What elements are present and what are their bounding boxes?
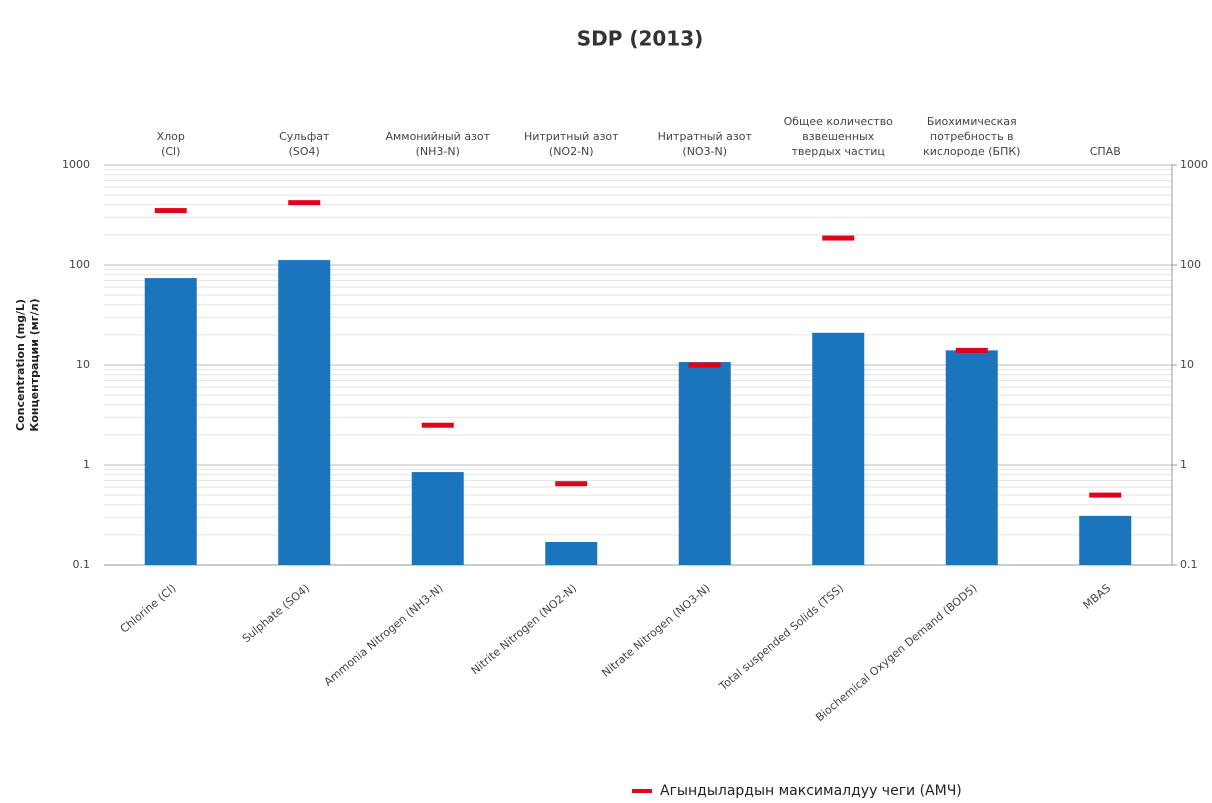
limit-marker — [1089, 492, 1122, 498]
x-tick-label: Ammonia Nitrogen (NH3-N) — [322, 582, 446, 689]
top-label: потребность в — [930, 130, 1014, 143]
x-tick-label-group: Biochemical Oxygen Demand (BOD5) — [813, 582, 979, 725]
y2-tick-label: 1 — [1180, 458, 1187, 471]
x-tick-label: MBAS — [1081, 582, 1114, 612]
y-axis-label-line: Concentration (mg/L) — [14, 299, 27, 431]
chart-title: SDP (2013) — [577, 27, 704, 51]
top-label: взвешенных — [802, 130, 874, 143]
limit-marker — [421, 422, 454, 428]
y-tick-label: 10 — [76, 358, 90, 371]
bar — [545, 541, 598, 565]
bar — [278, 260, 331, 565]
top-label: (SO4) — [289, 145, 320, 158]
top-label: Нитритный азот — [524, 130, 619, 143]
limit-marker — [955, 347, 988, 353]
y-tick-label: 100 — [69, 258, 90, 271]
x-tick-label-group: MBAS — [1081, 582, 1114, 612]
limit-marker — [154, 208, 187, 214]
top-label: кислороде (БПК) — [923, 145, 1020, 158]
top-label: (NH3-N) — [416, 145, 460, 158]
y2-tick-label: 1000 — [1180, 158, 1208, 171]
x-tick-label: Sulphate (SO4) — [240, 582, 312, 646]
limit-marker — [555, 481, 588, 487]
bar — [678, 362, 731, 565]
x-tick-label-group: Sulphate (SO4) — [240, 582, 312, 646]
x-tick-label-group: Total suspended Solids (TSS) — [716, 582, 846, 694]
bar — [411, 472, 464, 565]
legend-swatch — [632, 789, 652, 793]
y2-tick-label: 100 — [1180, 258, 1201, 271]
x-tick-label: Biochemical Oxygen Demand (BOD5) — [813, 582, 979, 725]
bar — [144, 278, 197, 565]
top-label: Нитратный азот — [658, 130, 753, 143]
x-tick-label: Chlorine (Cl) — [118, 582, 179, 636]
x-tick-label-group: Nitrate Nitrogen (NO3-N) — [599, 582, 712, 680]
y-tick-label: 1000 — [62, 158, 90, 171]
y-axis-label: Concentration (mg/L) Концентрации (мг/л) — [14, 298, 41, 431]
top-label: Хлор — [157, 130, 185, 143]
y-tick-label: 0.1 — [73, 558, 91, 571]
top-label: Сульфат — [279, 130, 330, 143]
bar — [1079, 515, 1132, 565]
top-label: СПАВ — [1090, 145, 1121, 158]
y-tick-label: 1 — [83, 458, 90, 471]
top-label: (Cl) — [161, 145, 180, 158]
top-label: твердых частиц — [792, 145, 885, 158]
limit-marker — [822, 235, 855, 241]
x-tick-label: Total suspended Solids (TSS) — [716, 582, 846, 694]
top-label: Общее количество — [784, 115, 894, 128]
bar — [812, 332, 865, 565]
bar — [945, 350, 998, 565]
y2-tick-label: 0.1 — [1180, 558, 1198, 571]
limit-marker — [688, 362, 721, 368]
x-tick-label-group: Nitrite Nitrogen (NO2-N) — [469, 582, 579, 678]
top-label: Аммонийный азот — [385, 130, 490, 143]
top-label: Биохимическая — [927, 115, 1017, 128]
limit-marker — [288, 200, 321, 206]
x-tick-label-group: Ammonia Nitrogen (NH3-N) — [322, 582, 446, 689]
y-axis-label-line: Концентрации (мг/л) — [28, 298, 41, 431]
y2-tick-label: 10 — [1180, 358, 1194, 371]
top-label: (NO3-N) — [682, 145, 727, 158]
x-tick-label: Nitrate Nitrogen (NO3-N) — [599, 582, 712, 680]
x-tick-label: Nitrite Nitrogen (NO2-N) — [469, 582, 579, 678]
top-label: (NO2-N) — [549, 145, 594, 158]
x-tick-label-group: Chlorine (Cl) — [118, 582, 179, 636]
legend-label: Агындылардын максималдуу чеги (АМЧ) — [660, 783, 962, 799]
